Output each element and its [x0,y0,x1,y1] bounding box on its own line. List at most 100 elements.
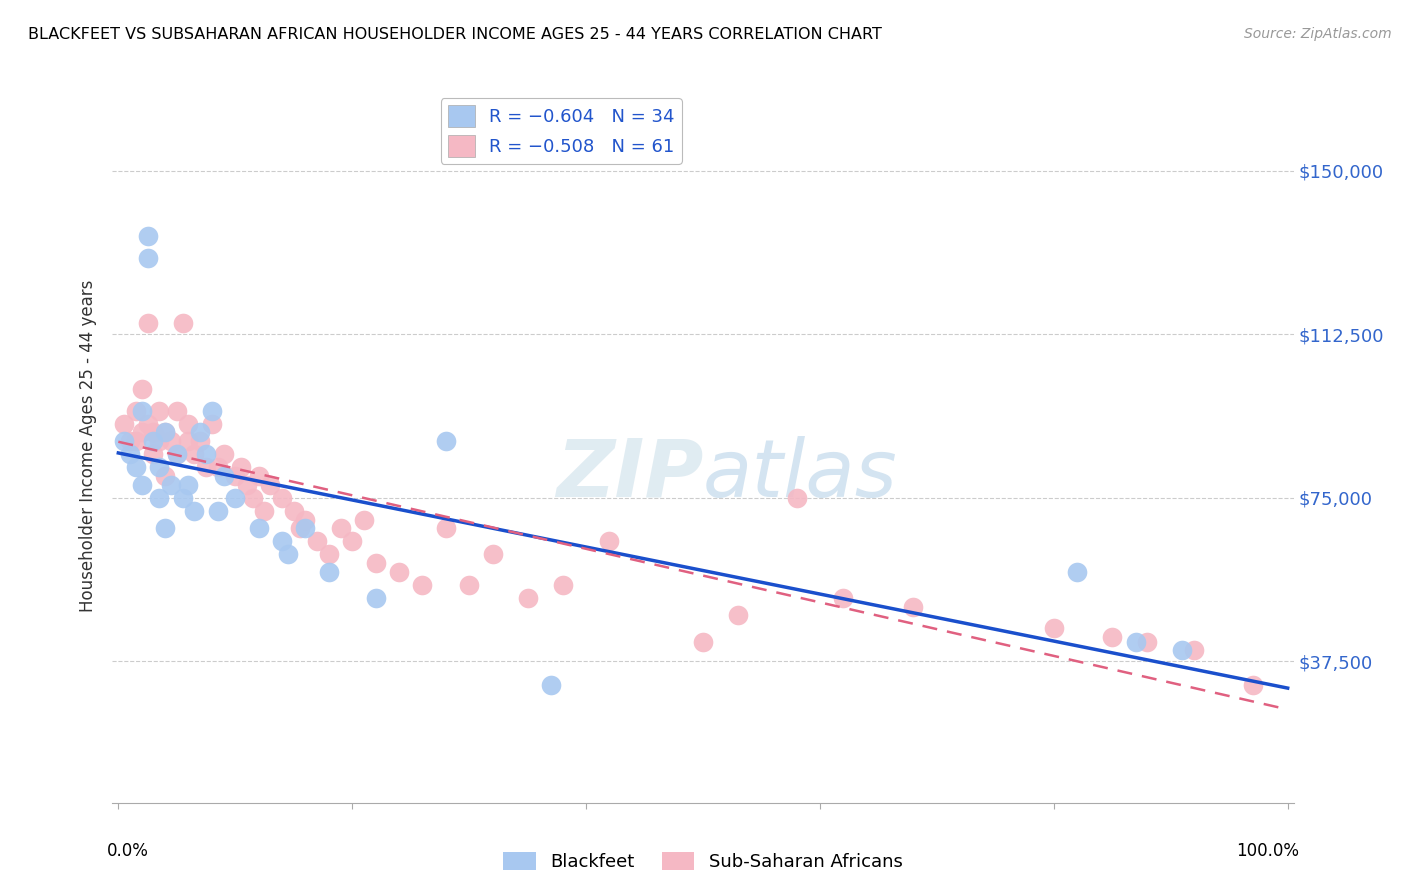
Point [259,477,281,491]
Point [125,434,148,449]
Point [148,434,170,449]
Point [160,477,183,491]
Legend: R = −0.604   N = 34, R = −0.508   N = 61: R = −0.604 N = 34, R = −0.508 N = 61 [440,98,682,164]
Point [434,521,457,535]
Point [288,521,311,535]
Point [166,447,188,461]
Point [148,403,170,417]
Point [832,591,855,605]
Point [207,460,229,475]
Text: 100.0%: 100.0% [1236,842,1299,860]
Point [516,591,538,605]
Point [1101,630,1123,644]
Point [551,578,574,592]
Point [318,565,340,579]
Point [294,521,316,535]
Point [148,491,170,505]
Point [727,608,749,623]
Point [136,317,159,331]
Point [224,469,246,483]
Point [195,460,218,475]
Point [188,434,211,449]
Point [458,578,481,592]
Point [112,417,135,431]
Point [329,521,352,535]
Point [148,460,170,475]
Point [201,417,224,431]
Point [136,229,159,244]
Point [136,417,159,431]
Point [598,534,620,549]
Point [229,460,252,475]
Point [294,512,316,526]
Point [142,425,165,440]
Point [242,491,264,505]
Y-axis label: Householder Income Ages 25 - 44 years: Householder Income Ages 25 - 44 years [79,280,97,612]
Point [177,434,200,449]
Point [160,434,183,449]
Point [271,534,294,549]
Text: ZIP: ZIP [555,435,703,514]
Point [253,504,276,518]
Point [364,591,387,605]
Point [1182,643,1205,657]
Point [125,460,148,475]
Point [1043,622,1066,636]
Point [118,447,141,461]
Point [188,425,211,440]
Point [224,491,246,505]
Point [1125,634,1147,648]
Point [172,491,194,505]
Point [131,425,153,440]
Point [195,447,218,461]
Text: Source: ZipAtlas.com: Source: ZipAtlas.com [1244,27,1392,41]
Point [903,599,925,614]
Point [125,403,148,417]
Point [692,634,714,648]
Point [481,548,503,562]
Point [207,504,229,518]
Point [353,512,375,526]
Point [177,477,200,491]
Point [1136,634,1159,648]
Point [131,382,153,396]
Point [540,678,562,692]
Point [131,403,153,417]
Point [277,548,299,562]
Point [388,565,411,579]
Point [183,447,205,461]
Point [364,556,387,570]
Point [172,317,194,331]
Point [340,534,363,549]
Point [166,447,188,461]
Point [318,548,340,562]
Point [153,425,176,440]
Point [142,447,165,461]
Point [307,534,329,549]
Point [247,521,270,535]
Point [153,469,176,483]
Point [183,504,205,518]
Point [247,469,270,483]
Point [142,434,165,449]
Text: BLACKFEET VS SUBSAHARAN AFRICAN HOUSEHOLDER INCOME AGES 25 - 44 YEARS CORRELATIO: BLACKFEET VS SUBSAHARAN AFRICAN HOUSEHOL… [28,27,882,42]
Point [131,477,153,491]
Text: atlas: atlas [703,435,898,514]
Point [271,491,294,505]
Text: 0.0%: 0.0% [107,842,149,860]
Point [283,504,305,518]
Point [236,477,259,491]
Point [201,403,224,417]
Point [434,434,457,449]
Point [166,403,188,417]
Point [112,434,135,449]
Point [1066,565,1088,579]
Point [177,417,200,431]
Point [411,578,433,592]
Point [136,251,159,265]
Legend: Blackfeet, Sub-Saharan Africans: Blackfeet, Sub-Saharan Africans [496,845,910,879]
Point [153,521,176,535]
Point [212,447,235,461]
Point [1171,643,1194,657]
Point [153,425,176,440]
